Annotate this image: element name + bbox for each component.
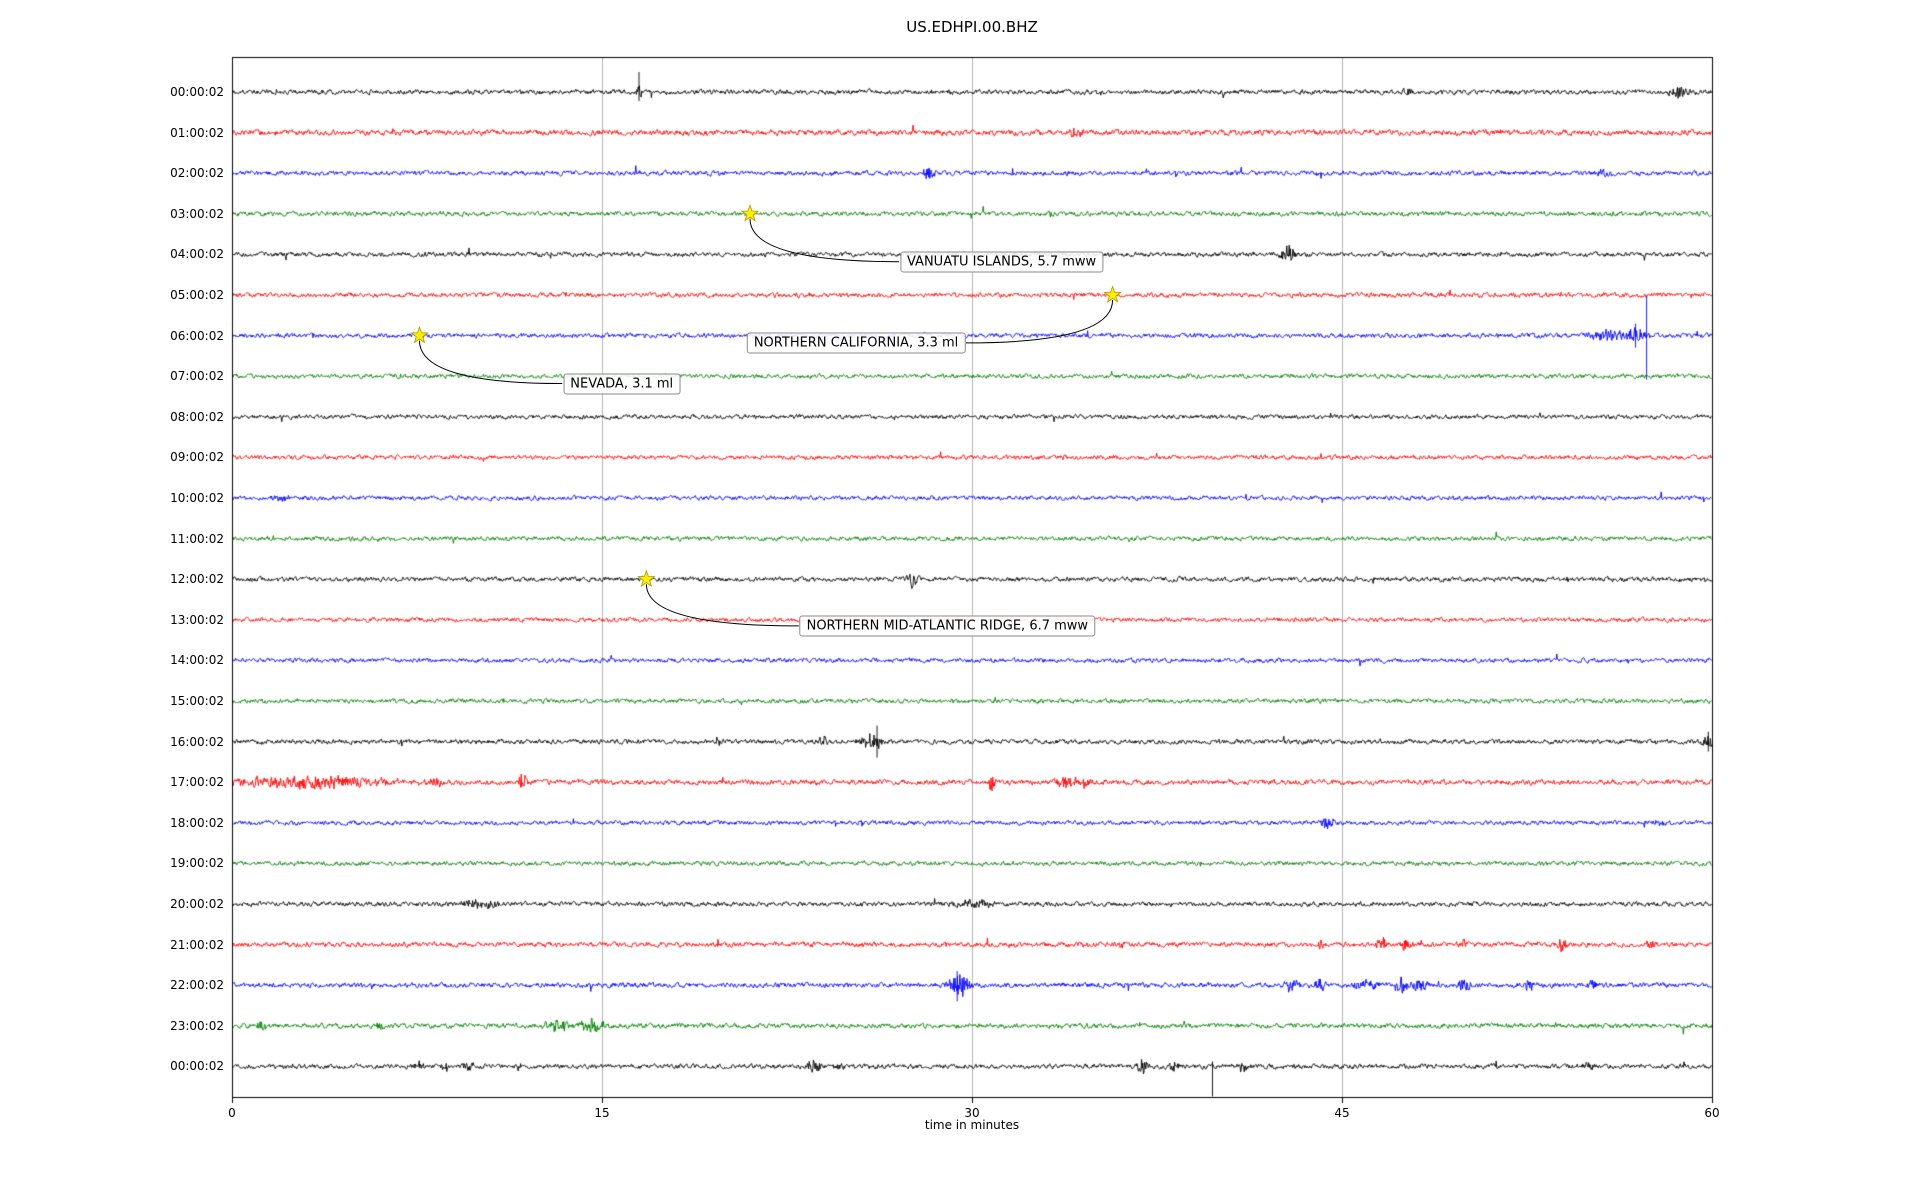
event-label: NORTHERN MID-ATLANTIC RIDGE, 6.7 mww: [799, 615, 1096, 637]
trace-time-label: 19:00:02: [170, 856, 224, 871]
trace-time-label: 04:00:02: [170, 247, 224, 262]
trace-time-label: 11:00:02: [170, 531, 224, 546]
trace-time-label: 14:00:02: [170, 653, 224, 668]
trace-time-label: 20:00:02: [170, 897, 224, 911]
trace-time-label: 02:00:02: [170, 166, 224, 181]
trace-time-label: 03:00:02: [170, 206, 224, 221]
trace-time-label: 18:00:02: [170, 815, 224, 830]
trace-time-label: 23:00:02: [170, 1018, 224, 1033]
trace-time-label: 00:00:02: [170, 1059, 224, 1074]
event-label: VANUATU ISLANDS, 5.7 mww: [900, 251, 1104, 273]
trace-time-label: 17:00:02: [170, 775, 224, 790]
trace-time-label: 05:00:02: [170, 288, 224, 302]
x-tick-label: 45: [1334, 1106, 1350, 1120]
trace-time-label: 15:00:02: [170, 694, 224, 708]
x-tick-label: 15: [594, 1106, 610, 1120]
x-axis-label: time in minutes: [924, 1118, 1020, 1132]
x-tick-label: 60: [1704, 1106, 1720, 1120]
trace-time-label: 10:00:02: [170, 491, 224, 505]
trace-time-label: 09:00:02: [170, 450, 224, 465]
trace-time-label: 21:00:02: [170, 937, 224, 952]
trace-time-label: 07:00:02: [170, 369, 224, 384]
trace-time-label: 12:00:02: [170, 572, 224, 587]
trace-time-label: 06:00:02: [170, 328, 224, 343]
trace-time-label: 08:00:02: [170, 409, 224, 424]
trace-time-label: 01:00:02: [170, 125, 224, 140]
event-label: NEVADA, 3.1 ml: [563, 373, 681, 394]
x-tick-label: 30: [964, 1106, 980, 1120]
trace-time-label: 16:00:02: [170, 734, 224, 749]
event-label: NORTHERN CALIFORNIA, 3.3 ml: [746, 332, 966, 354]
trace-time-label: 13:00:02: [170, 612, 224, 627]
trace-time-label: 22:00:02: [170, 978, 224, 993]
trace-time-label: 00:00:02: [170, 85, 224, 99]
x-tick-label: 0: [228, 1106, 236, 1120]
